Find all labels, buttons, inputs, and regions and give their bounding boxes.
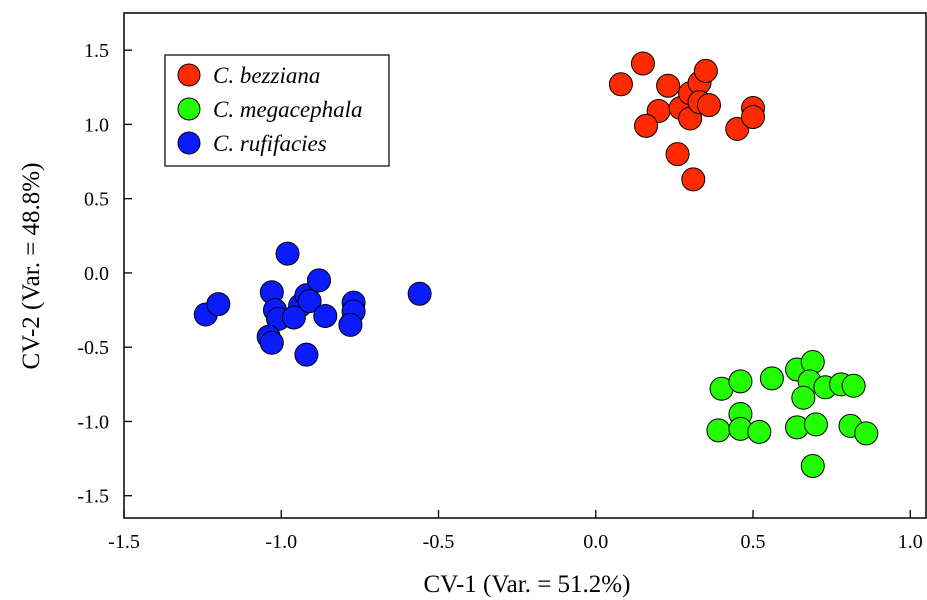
data-point: [275, 241, 300, 266]
y-tick-label: -1.5: [77, 486, 109, 508]
x-tick-label: 1.0: [898, 531, 923, 553]
y-axis-title: CV-2 (Var. = 48.8%): [18, 163, 45, 370]
y-tick-label: -1.0: [77, 411, 109, 433]
legend-marker: [177, 63, 201, 87]
x-tick-label: 0.5: [741, 531, 766, 553]
y-tick-label: -0.5: [77, 337, 109, 359]
data-point: [297, 289, 322, 314]
data-point: [696, 93, 721, 118]
y-tick-label: 0.5: [84, 189, 109, 211]
x-axis-title: CV-1 (Var. = 51.2%): [424, 571, 631, 598]
legend: C. bezziana C. megacephala C. rufifacies: [164, 54, 390, 167]
data-point: [634, 113, 659, 138]
data-point: [800, 454, 825, 479]
data-point: [206, 292, 231, 317]
x-tick-label: -1.5: [108, 531, 140, 553]
data-point: [841, 373, 866, 398]
data-point: [281, 305, 306, 330]
data-point: [728, 369, 753, 394]
data-point: [854, 421, 879, 446]
y-axis-ticks: 1.5 1.0 0.5 0.0 -0.5 -1.0 -1.5: [77, 40, 132, 508]
data-point: [306, 268, 331, 293]
data-point: [681, 167, 706, 192]
legend-marker: [177, 131, 201, 155]
data-point: [608, 72, 633, 97]
x-tick-label: 0.0: [583, 531, 608, 553]
y-tick-label: 1.5: [84, 40, 109, 62]
data-point: [791, 385, 816, 410]
legend-marker: [177, 97, 201, 121]
data-point: [747, 419, 772, 444]
data-point: [693, 58, 718, 83]
data-point: [759, 366, 784, 391]
x-axis-ticks: -1.5 -1.0 -0.5 0.0 0.5 1.0: [108, 510, 923, 553]
x-tick-label: -0.5: [423, 531, 455, 553]
data-point: [803, 412, 828, 437]
data-point: [741, 104, 766, 129]
legend-label: C. bezziana: [213, 63, 320, 88]
plot-frame: [123, 12, 927, 519]
data-point: [706, 418, 731, 443]
data-point: [338, 312, 363, 337]
y-tick-label: 1.0: [84, 114, 109, 136]
legend-label: C. megacephala: [213, 97, 362, 122]
data-point: [630, 51, 655, 76]
data-point: [259, 330, 284, 355]
x-tick-label: -1.0: [265, 531, 297, 553]
data-point: [313, 304, 338, 328]
data-point: [294, 342, 319, 367]
data-point: [407, 281, 432, 306]
data-point: [665, 142, 690, 167]
legend-items: C. bezziana C. megacephala C. rufifacies: [177, 63, 362, 156]
y-tick-label: 0.0: [84, 263, 109, 285]
data-point: [656, 73, 681, 98]
data-points: [193, 51, 879, 479]
legend-box: [164, 54, 390, 167]
legend-label: C. rufifacies: [213, 131, 327, 156]
